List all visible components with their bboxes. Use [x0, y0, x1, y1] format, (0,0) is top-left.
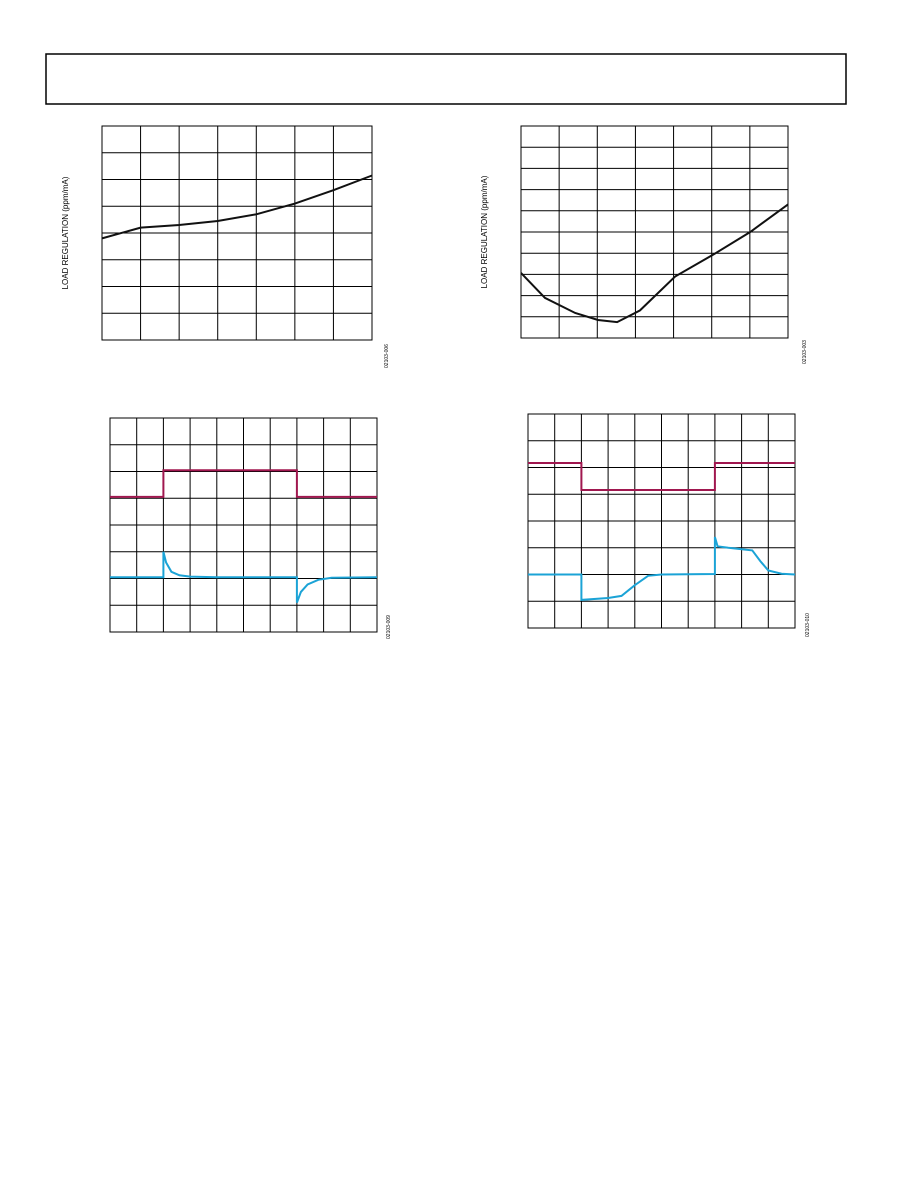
- figure-id: 02103-003: [802, 340, 808, 364]
- plot-frame: [109, 417, 378, 633]
- series-line: [110, 469, 377, 498]
- series-line: [101, 174, 373, 240]
- y-axis-label: LOAD REGULATION (ppm/mA): [61, 176, 70, 289]
- plot-frame: [527, 413, 796, 629]
- series-line: [110, 551, 378, 603]
- figure-id: 02103-006: [384, 344, 390, 368]
- series-line: [528, 462, 795, 491]
- figure-id: 02103-009: [386, 615, 392, 639]
- series-line: [520, 203, 789, 324]
- plot-frame: [101, 125, 373, 341]
- header-box: [45, 53, 847, 105]
- plot-frame: [520, 125, 789, 339]
- series-line: [528, 536, 796, 601]
- figure-id: 02103-010: [805, 613, 811, 637]
- y-axis-label: LOAD REGULATION (ppm/mA): [480, 175, 489, 288]
